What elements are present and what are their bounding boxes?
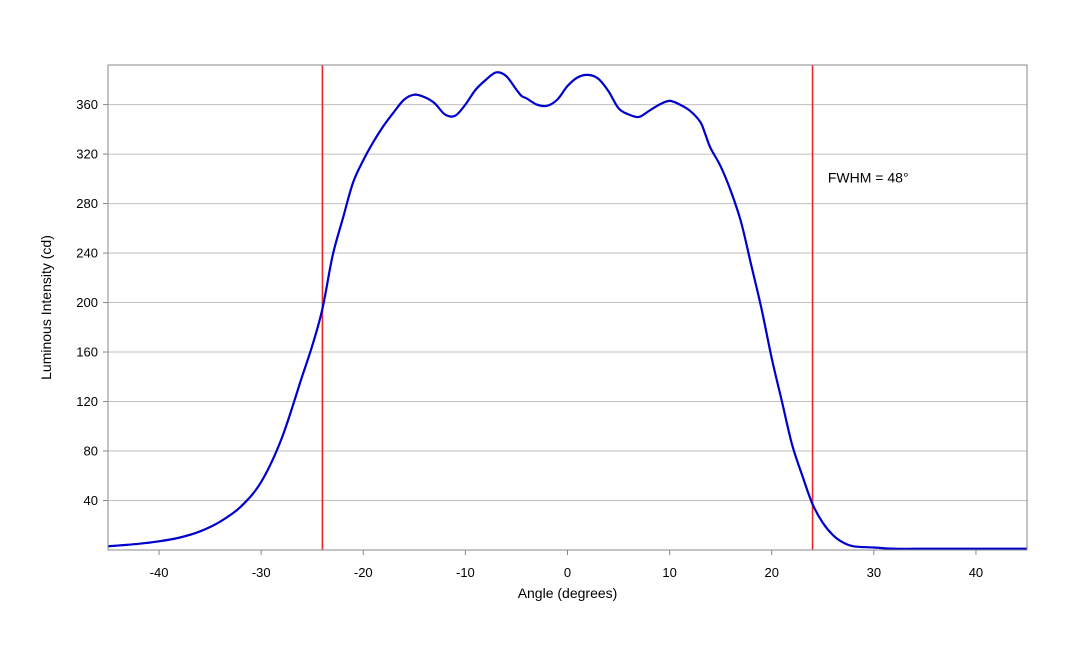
y-tick-label: 280 [76,196,98,211]
annotations: FWHM = 48° [828,170,909,186]
y-tick-label: 200 [76,295,98,310]
y-axis-title: Luminous Intensity (cd) [38,235,54,380]
series-line [107,71,1027,550]
y-tick-label: 160 [76,345,98,360]
y-tick-label: 80 [84,444,98,459]
x-axis-title: Angle (degrees) [518,585,618,601]
x-tick-label: 30 [867,565,881,580]
x-tick-label: 20 [764,565,778,580]
y-tick-label: 240 [76,246,98,261]
x-tick-label: -20 [354,565,373,580]
grid [108,104,1027,502]
y-tick-label: 320 [76,147,98,162]
y-tick-label: 40 [84,493,98,508]
x-tick-label: -30 [252,565,271,580]
x-tick-label: -10 [456,565,475,580]
fwhm-lines [321,65,814,550]
x-tick-label: -40 [150,565,169,580]
x-tick-label: 10 [662,565,676,580]
x-axis: -40 -30 -20 -10 0 10 20 30 40 [150,550,983,580]
y-axis: 40 80 120 160 200 240 280 320 360 [76,97,108,508]
series-group [107,71,1027,550]
x-tick-label: 40 [969,565,983,580]
y-tick-label: 360 [76,97,98,112]
x-tick-label: 0 [564,565,571,580]
fwhm-annotation: FWHM = 48° [828,170,909,186]
y-tick-label: 120 [76,394,98,409]
plot-frame [107,64,1028,551]
